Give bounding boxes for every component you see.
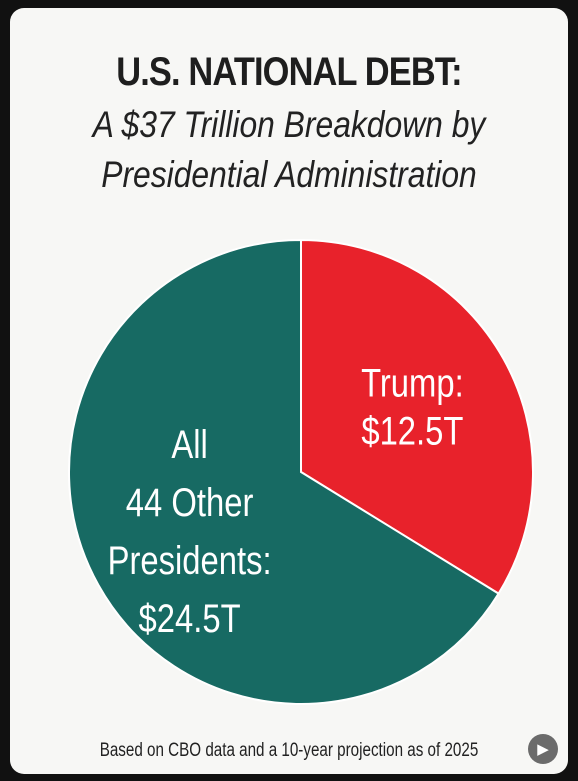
infographic-card: U.S. NATIONAL DEBT: A $37 Trillion Break… (10, 8, 568, 774)
slice-label-line: 44 Other (126, 480, 254, 525)
chart-subtitle-line-2: Presidential Administration (101, 154, 477, 195)
pie-slice-trump (300, 238, 534, 596)
slice-label-trump: Trump:$12.5T (361, 360, 464, 453)
chart-subtitle-line-1: A $37 Trillion Breakdown by (92, 104, 486, 145)
slice-label-all-44-other-presidents: All 44 Other Presidents: $24.5T (108, 422, 272, 641)
slice-label-line: $12.5T (361, 408, 463, 453)
chart-title: U.S. NATIONAL DEBT: (116, 50, 462, 94)
pie-slice-all-44-other-presidents (68, 238, 500, 705)
slice-label-line: All (171, 422, 207, 467)
play-icon[interactable]: ▶ (528, 734, 558, 764)
pie-chart: Trump:$12.5T All 44 Other Presidents: $24.5T (68, 238, 534, 705)
slice-label-line: $24.5T (139, 596, 241, 641)
slice-label-line: Trump: (361, 360, 464, 405)
footnote: Based on CBO data and a 10-year projecti… (99, 740, 479, 761)
slice-label-line: Presidents: (108, 538, 272, 583)
